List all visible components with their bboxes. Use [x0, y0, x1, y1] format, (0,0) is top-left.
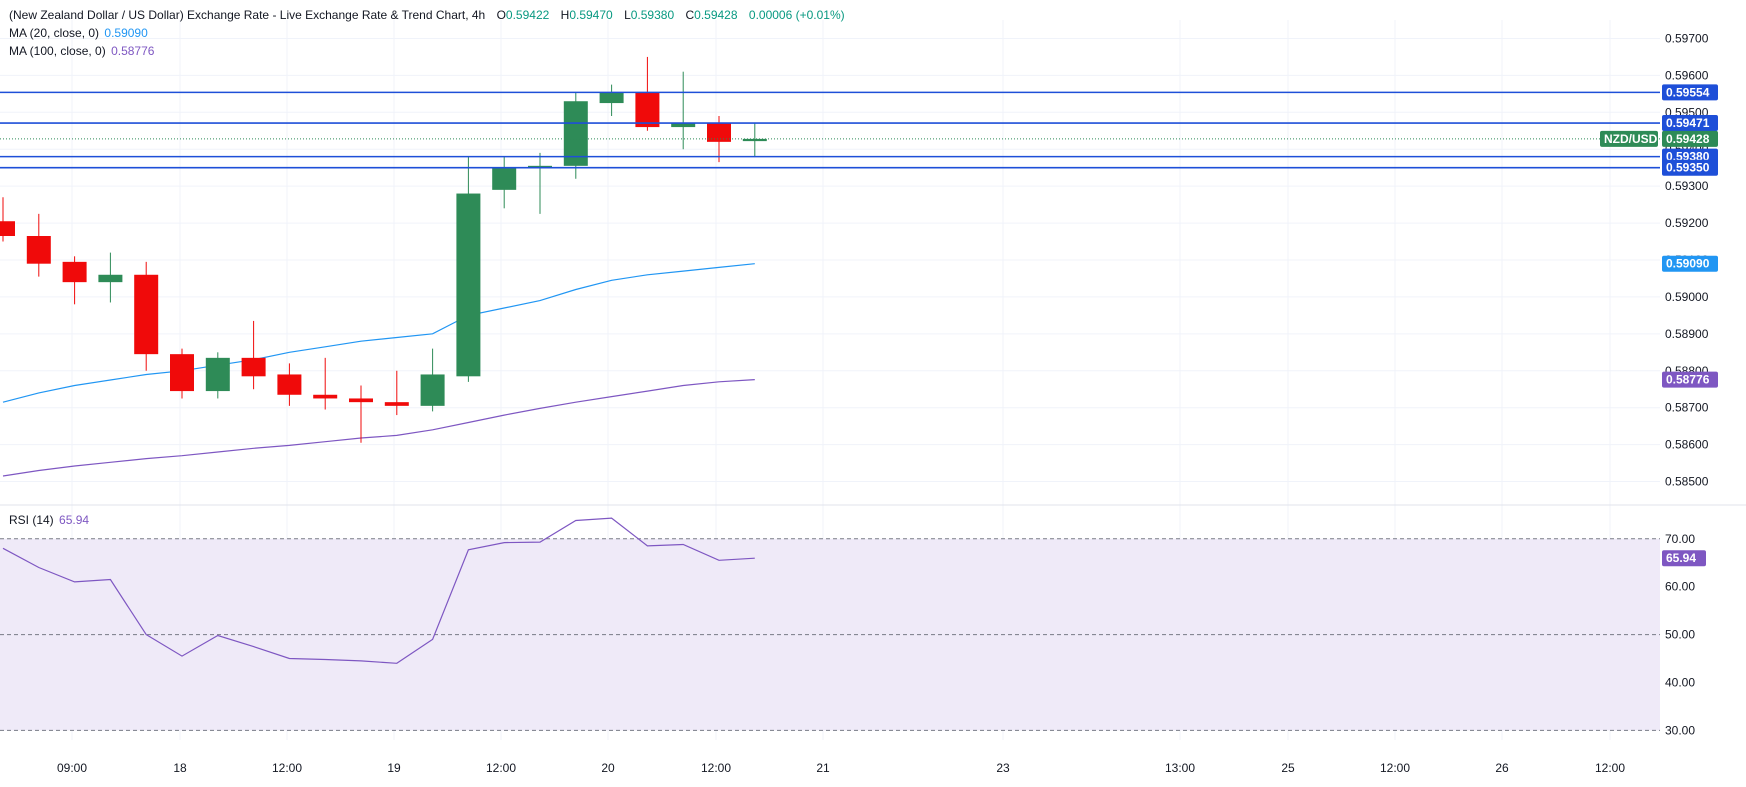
x-tick-label: 25	[1281, 761, 1295, 775]
candle-body[interactable]	[384, 402, 409, 406]
y-tick-label: 0.59700	[1665, 31, 1709, 45]
candle-body[interactable]	[0, 221, 15, 236]
ma20-line	[2, 263, 755, 403]
y-tick-label: 0.59300	[1665, 179, 1709, 193]
x-tick-label: 21	[816, 761, 830, 775]
last-price-tag-bg	[1662, 130, 1718, 147]
ma20-value: 0.59090	[104, 26, 148, 40]
candle-body[interactable]	[528, 165, 552, 168]
rsi-value: 65.94	[59, 513, 90, 527]
x-tick-label: 18	[173, 761, 187, 775]
candle-body[interactable]	[492, 167, 517, 190]
candle-body[interactable]	[456, 193, 481, 377]
candle-body[interactable]	[170, 354, 194, 392]
x-tick-label: 12:00	[701, 761, 731, 775]
level-price-tag-bg	[1662, 84, 1718, 101]
level-price-tag-bg	[1662, 159, 1718, 176]
level-price-tag: 0.59350	[1666, 161, 1710, 175]
rsi-value-tag: 65.94	[1666, 551, 1696, 565]
candle-body[interactable]	[420, 374, 445, 406]
candle-body[interactable]	[349, 398, 373, 403]
candle-body[interactable]	[134, 274, 159, 355]
level-price-tag: 0.59471	[1666, 116, 1710, 130]
x-tick-label: 26	[1495, 761, 1509, 775]
candle-body[interactable]	[671, 123, 696, 128]
rsi-y-tick-label: 50.00	[1665, 628, 1695, 642]
ma100-price-tag-bg	[1662, 371, 1718, 388]
y-tick-label: 0.58700	[1665, 401, 1709, 415]
rsi-legend[interactable]: RSI (14) 65.94	[9, 513, 89, 527]
ohlc-change: 0.00006 (+0.01%)	[748, 8, 845, 22]
ma20-label: MA (20, close, 0)	[9, 26, 100, 40]
x-tick-label: 12:00	[1595, 761, 1625, 775]
ohlc-open: O0.59422	[496, 8, 550, 22]
ohlc-high: H0.59470	[560, 8, 613, 22]
level-price-tag: 0.59554	[1666, 85, 1710, 99]
rsi-value-tag-bg	[1662, 550, 1706, 567]
ma100-value: 0.58776	[111, 44, 155, 58]
candle-body[interactable]	[742, 138, 767, 142]
ma100-label: MA (100, close, 0)	[9, 44, 106, 58]
rsi-y-tick-label: 40.00	[1665, 676, 1695, 690]
ma20-price-tag-bg	[1662, 255, 1718, 272]
y-tick-label: 0.58600	[1665, 438, 1709, 452]
y-tick-label: 0.58900	[1665, 327, 1709, 341]
candle-body[interactable]	[205, 357, 230, 392]
rsi-y-tick-label: 60.00	[1665, 580, 1695, 594]
rsi-label: RSI (14)	[9, 513, 54, 527]
x-tick-label: 12:00	[272, 761, 302, 775]
candle-body[interactable]	[313, 394, 338, 399]
ohlc-close: C0.59428	[685, 8, 738, 22]
ohlc-low: L0.59380	[624, 8, 675, 22]
candle-body[interactable]	[26, 236, 51, 264]
candle-body[interactable]	[635, 92, 660, 128]
level-price-tag-bg	[1662, 115, 1718, 132]
candle-body[interactable]	[707, 123, 731, 142]
y-tick-label: 0.59200	[1665, 216, 1709, 230]
x-tick-label: 23	[996, 761, 1010, 775]
last-price-tag: 0.59428	[1666, 132, 1710, 146]
x-tick-label: 12:00	[486, 761, 516, 775]
x-tick-label: 09:00	[57, 761, 87, 775]
symbol-tag: NZD/USD	[1604, 132, 1658, 146]
ma20-legend[interactable]: MA (20, close, 0) 0.59090	[9, 26, 148, 40]
x-tick-label: 20	[601, 761, 615, 775]
x-tick-label: 13:00	[1165, 761, 1195, 775]
ma100-price-tag: 0.58776	[1666, 373, 1710, 387]
candle-body[interactable]	[563, 101, 588, 166]
x-tick-label: 19	[387, 761, 401, 775]
candle-body[interactable]	[98, 274, 123, 283]
y-tick-label: 0.59000	[1665, 290, 1709, 304]
chart-title-legend: (New Zealand Dollar / US Dollar) Exchang…	[9, 8, 845, 22]
ma100-legend[interactable]: MA (100, close, 0) 0.58776	[9, 44, 154, 58]
chart-title: (New Zealand Dollar / US Dollar) Exchang…	[9, 8, 486, 22]
symbol-tag-bg	[1600, 130, 1658, 147]
y-tick-label: 0.59600	[1665, 68, 1709, 82]
ma100-line	[2, 379, 755, 477]
y-tick-label: 0.58500	[1665, 475, 1709, 489]
candle-body[interactable]	[277, 374, 302, 395]
rsi-line	[2, 517, 755, 664]
candle-body[interactable]	[241, 357, 266, 377]
rsi-y-tick-label: 70.00	[1665, 532, 1695, 546]
candle-body[interactable]	[599, 92, 624, 104]
rsi-y-tick-label: 30.00	[1665, 723, 1695, 737]
candle-body[interactable]	[62, 261, 87, 283]
x-tick-label: 12:00	[1380, 761, 1410, 775]
ma20-price-tag: 0.59090	[1666, 257, 1710, 271]
